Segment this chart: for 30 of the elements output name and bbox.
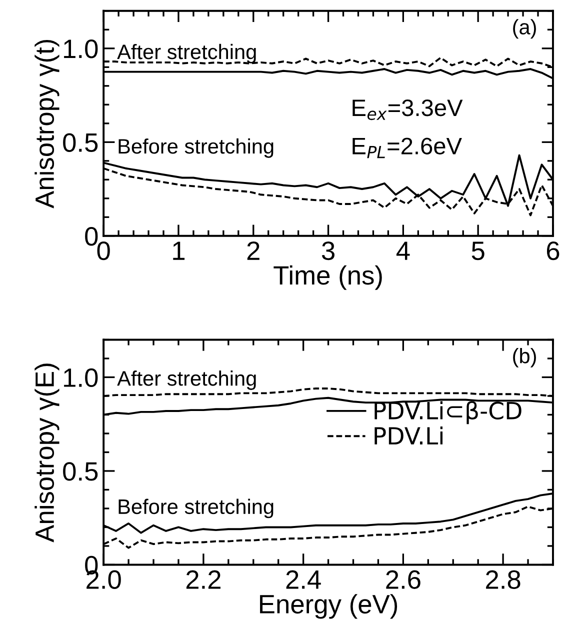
annotation: Before stretching <box>118 498 274 518</box>
x-tick-label: 2.2 <box>186 570 220 589</box>
x-tick-label: 2.8 <box>486 570 520 589</box>
annotation: After stretching <box>117 370 256 390</box>
annotation: Before stretching <box>118 138 274 158</box>
x-tick-label: 2.6 <box>386 570 420 589</box>
annotation: E$_{ex}$=3.3eV <box>352 99 463 120</box>
legend-label: PDV.Li <box>374 426 442 444</box>
x-tick-label: 2 <box>247 241 260 260</box>
x-axis-title: Energy (eV) <box>260 594 398 619</box>
annotation: E$_{PL}$=2.6eV <box>352 138 462 158</box>
y-tick-label: 0 <box>85 227 98 246</box>
x-tick-label: 4 <box>396 242 410 260</box>
x-tick-label: 5 <box>472 242 484 260</box>
x-tick-label: 6 <box>546 241 560 260</box>
y-tick-label: 1.0 <box>64 40 98 58</box>
x-tick-label: 3 <box>322 241 334 260</box>
y-axis-title: Anisotropy γ(t) <box>34 40 60 208</box>
y-tick-label: 1.0 <box>64 368 98 388</box>
annotation: (a) <box>513 19 536 39</box>
annotation: After stretching <box>117 44 256 64</box>
legend-label: PDV.Li⊂β-CD <box>374 401 522 424</box>
x-tick-label: 0 <box>97 241 110 260</box>
annotation: (b) <box>513 348 536 368</box>
y-tick-label: 0.5 <box>63 462 98 481</box>
x-tick-label: 1 <box>173 242 185 260</box>
y-tick-label: 0.5 <box>63 133 98 152</box>
y-axis-title: Anisotropy γ(E) <box>34 364 60 542</box>
x-axis-title: Time (ns) <box>274 265 382 290</box>
x-tick-label: 2.4 <box>286 570 321 589</box>
